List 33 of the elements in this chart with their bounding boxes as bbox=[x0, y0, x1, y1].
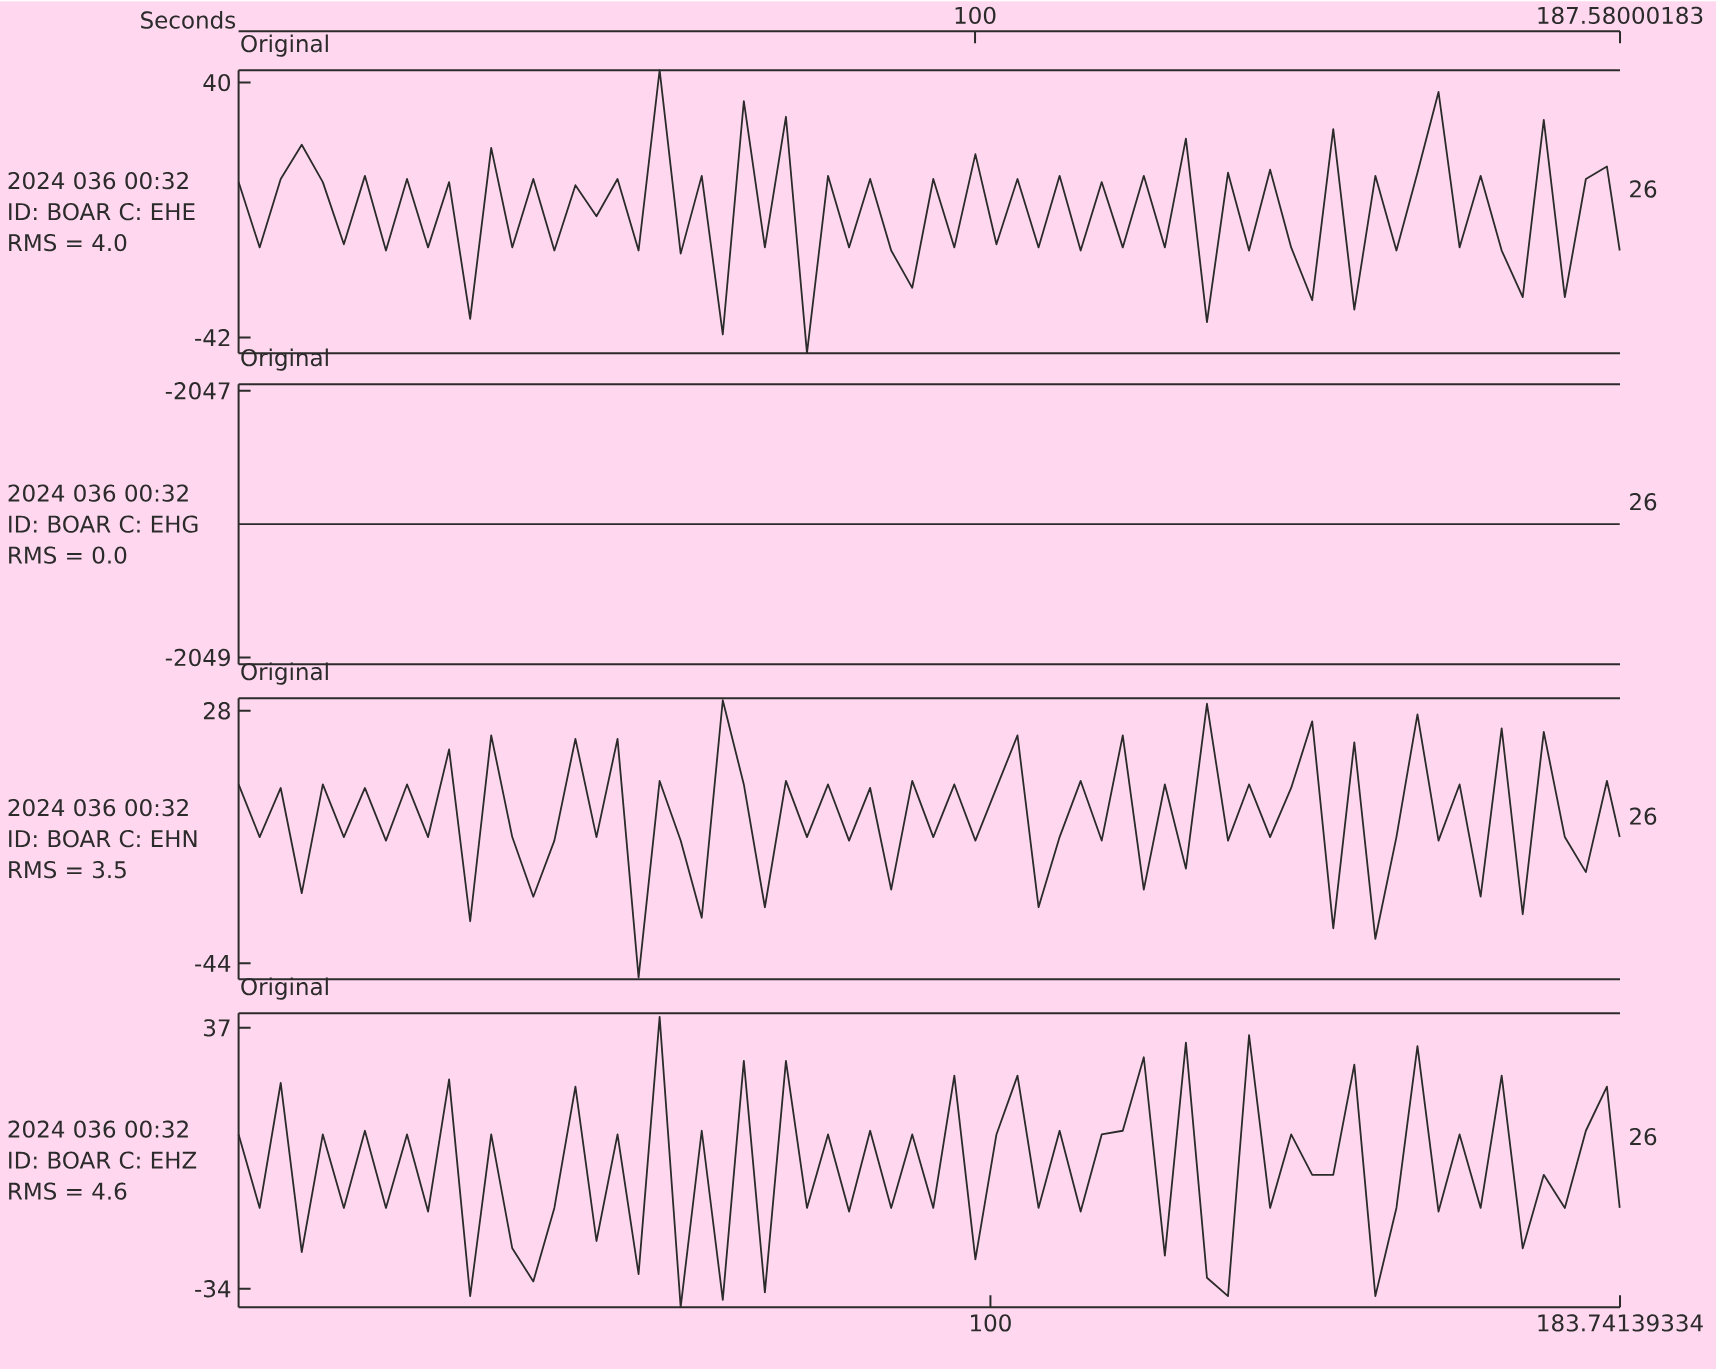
chart-title: Original bbox=[241, 34, 328, 57]
text: RMS = 3.5 bbox=[9, 860, 126, 879]
text: ID: BOAR C: EHZ bbox=[9, 1151, 197, 1169]
text: ID: BOAR C: EHE bbox=[9, 202, 195, 221]
line-series bbox=[237, 1015, 1621, 1308]
y-tick-label: -2049 bbox=[165, 648, 230, 667]
text: 2024 036 00:32 bbox=[8, 484, 188, 502]
text: 26 bbox=[1630, 180, 1657, 198]
y-tick-label: 40 bbox=[203, 73, 231, 92]
chart-title: Original bbox=[241, 977, 328, 1000]
text: 2024 036 00:32 bbox=[8, 1120, 188, 1138]
text: RMS = 0.0 bbox=[9, 546, 127, 564]
line-series bbox=[237, 699, 1621, 979]
chart-title: Original bbox=[241, 662, 328, 685]
text: 2024 036 00:32 bbox=[8, 798, 188, 817]
y-tick-label: -2047 bbox=[165, 382, 230, 400]
text: 26 bbox=[1630, 492, 1657, 511]
y-tick-label: 28 bbox=[203, 702, 230, 720]
y-tick-label: 37 bbox=[204, 1019, 230, 1037]
text: ID: BOAR C: EHN bbox=[9, 829, 197, 848]
x2-tick-label: 187.58000183 bbox=[1538, 6, 1703, 24]
text: ID: BOAR C: EHG bbox=[9, 515, 198, 533]
text: RMS = 4.0 bbox=[9, 233, 127, 252]
x2-tick-label: 100 bbox=[955, 6, 996, 24]
y-tick-label: -42 bbox=[195, 328, 230, 347]
y-tick-label: -34 bbox=[195, 1280, 231, 1298]
x-tick-label: 183.74139334 bbox=[1538, 1314, 1703, 1332]
text: 26 bbox=[1630, 1127, 1657, 1146]
y-tick-label: -44 bbox=[195, 954, 231, 972]
text: RMS = 4.6 bbox=[9, 1182, 127, 1200]
x2-axis-title: Seconds bbox=[141, 10, 236, 29]
text: 26 bbox=[1630, 807, 1657, 825]
text: 2024 036 00:32 bbox=[8, 171, 188, 190]
